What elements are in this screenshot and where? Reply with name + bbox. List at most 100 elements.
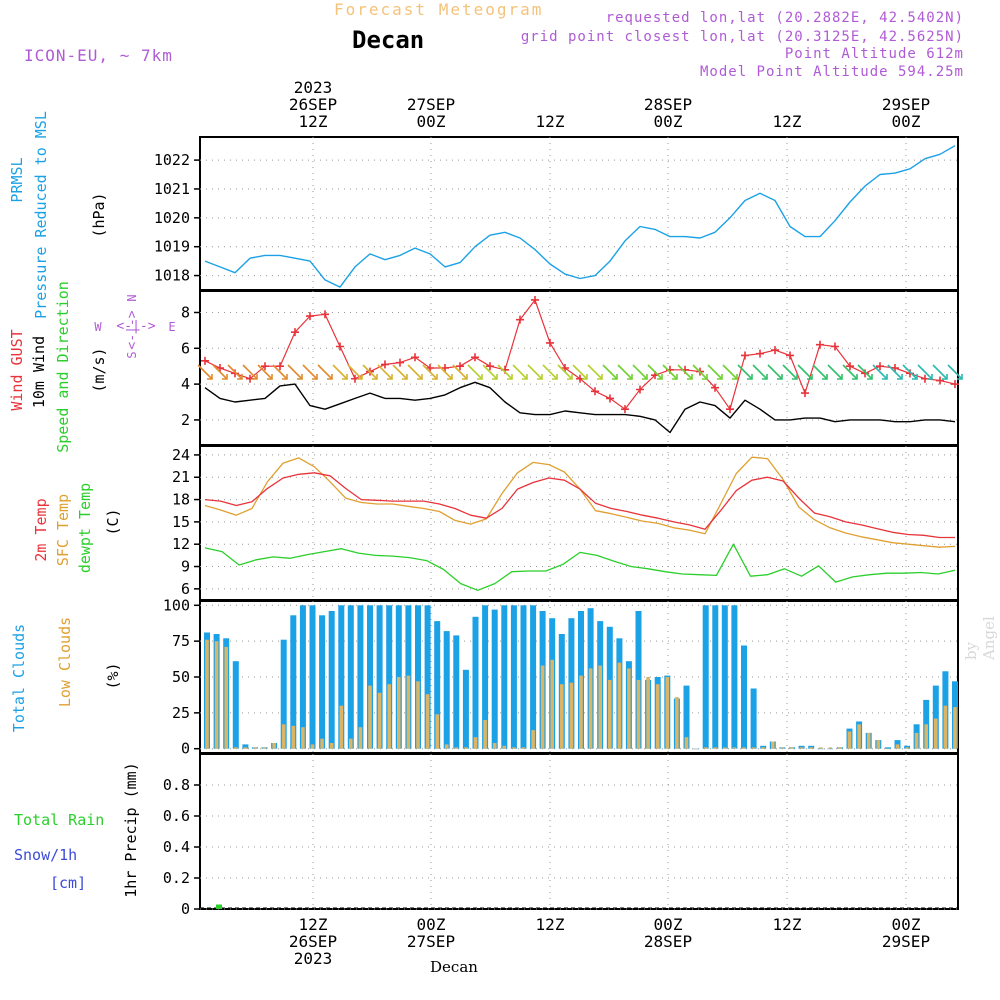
ylabel-hpa: (hPa) [90, 192, 108, 237]
low-cloud-bar [579, 675, 583, 749]
wind-arrow [272, 364, 288, 380]
low-cloud-bar [857, 724, 861, 749]
y-tick-label: 75 [172, 632, 190, 650]
wind-arrow [407, 364, 423, 380]
wind-arrow [647, 364, 663, 380]
wind-arrow-shaft [752, 364, 768, 380]
wind-arrow-head [942, 374, 948, 380]
low-cloud-bar [608, 679, 612, 749]
wind-arrow-head [237, 374, 243, 380]
gust-marker [321, 310, 329, 319]
wind-arrow-head [252, 374, 258, 380]
total-cloud-bar [702, 605, 709, 749]
low-cloud-bar [435, 714, 439, 749]
total-cloud-bar [712, 605, 719, 749]
y-tick-label: 21 [172, 468, 190, 486]
wind-arrow [887, 364, 903, 380]
time-label-bottom: 2023 [294, 949, 333, 968]
total-cloud-bar [683, 685, 690, 749]
wind-arrow [572, 364, 588, 380]
wind-arrow-head [372, 374, 378, 380]
gust-marker [471, 353, 479, 362]
time-label-top: 29SEP [882, 95, 930, 114]
gust-marker [891, 364, 899, 372]
footer-location: Decan [430, 958, 478, 976]
gust-marker [801, 389, 809, 398]
y-tick-label: 1022 [154, 151, 190, 169]
wind-arrow-head [672, 374, 678, 380]
low-cloud-bar [761, 747, 765, 749]
rain-bar [216, 904, 222, 909]
y-tick-label: 0.6 [163, 807, 190, 825]
gust-marker [861, 369, 869, 378]
compass-north: N [125, 294, 139, 301]
low-cloud-bar [214, 641, 219, 749]
ylabel-sfc-temp: SFC Temp [54, 494, 72, 566]
wind-arrow [317, 364, 333, 380]
low-cloud-bar [272, 743, 276, 749]
legend-total-rain: Total Rain [14, 811, 104, 829]
wind-arrow-shaft [572, 364, 588, 380]
wind-arrow [587, 364, 603, 380]
wind-arrow-shaft [782, 364, 798, 380]
wind-arrow-head [207, 374, 213, 380]
low-cloud-bar [617, 662, 622, 749]
total-cloud-bar [424, 605, 431, 749]
total-cloud-bar [453, 635, 460, 749]
wind-arrow-head [747, 374, 753, 380]
wind-arrow [827, 364, 843, 380]
gust-marker [426, 364, 434, 372]
gust-marker [411, 353, 419, 362]
low-cloud-bar [224, 646, 228, 749]
low-cloud-bar [425, 694, 430, 749]
wind-arrow [602, 364, 618, 380]
gust-marker [876, 362, 884, 371]
low-cloud-bar [387, 684, 391, 749]
wind-arrow-head [657, 374, 663, 380]
low-cloud-bar [655, 684, 660, 749]
ylabel-celsius: (C) [104, 508, 122, 535]
low-cloud-bar [665, 677, 670, 749]
wind-arrow-shaft [722, 364, 738, 380]
wind-arrow-shaft [602, 364, 618, 380]
low-cloud-bar [502, 745, 507, 749]
y-tick-label: 0.8 [163, 776, 190, 794]
wind-arrow-head [297, 374, 303, 380]
wind-arrow-head [312, 374, 318, 380]
ylabel-speed-direction: Speed and Direction [54, 281, 72, 453]
wind-arrow-shaft [227, 364, 243, 380]
wind-arrow-head [687, 374, 693, 380]
gust-marker [741, 351, 749, 360]
wind-arrow-shaft [362, 364, 378, 380]
wind-arrow-shaft [197, 364, 213, 380]
time-label-top: 12Z [536, 112, 565, 131]
time-label-top: 27SEP [407, 95, 455, 114]
low-cloud-bar [866, 732, 871, 749]
legend-cm: [cm] [50, 874, 86, 892]
gust-marker [606, 394, 614, 403]
wind-arrow-head [882, 374, 888, 380]
low-cloud-bar [684, 737, 689, 749]
y-tick-label: 100 [163, 596, 190, 614]
gust-marker [846, 362, 854, 371]
y-tick-label: 0.4 [163, 838, 190, 856]
low-cloud-bar [281, 724, 286, 749]
wind-arrow-head [852, 374, 858, 380]
time-label-top: 00Z [417, 112, 446, 131]
wind-arrow [677, 364, 693, 380]
low-cloud-bar [560, 684, 564, 749]
low-cloud-bar [521, 747, 526, 749]
low-cloud-bar [828, 747, 833, 749]
time-label-top: 12Z [773, 112, 802, 131]
gust-marker [486, 362, 494, 371]
wind-arrow-head [327, 374, 333, 380]
low-cloud-bar [329, 743, 334, 749]
total-cloud-bar [510, 605, 517, 749]
wind-arrow [947, 364, 963, 380]
total-cloud-bar [808, 745, 815, 749]
wind-arrow-shaft [692, 364, 708, 380]
compass-east: E [168, 320, 175, 334]
total-cloud-bar [434, 621, 441, 749]
total-cloud-bar [290, 615, 297, 749]
time-label-bottom: 28SEP [644, 932, 692, 951]
